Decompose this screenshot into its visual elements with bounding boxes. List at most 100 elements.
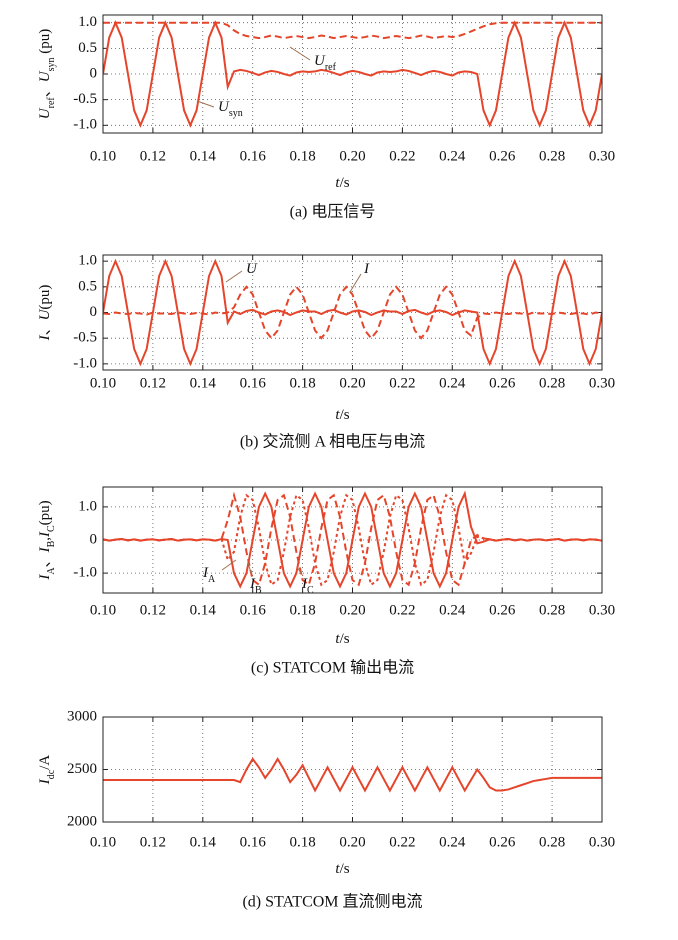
label-text: (pu) <box>37 285 53 310</box>
label-main: I <box>37 546 53 553</box>
x-tick-label: 0.16 <box>240 834 267 850</box>
x-tick-label: 0.12 <box>140 602 166 618</box>
label-sub: C <box>46 525 57 532</box>
x-tick-label: 0.10 <box>90 148 116 164</box>
x-tick-label: 0.28 <box>539 602 565 618</box>
x-tick-label: 0.14 <box>190 375 217 391</box>
leader-line <box>349 273 362 293</box>
label-sub: syn <box>229 108 243 119</box>
x-tick-label: 0.22 <box>389 834 415 850</box>
y-axis-label: IA、IB,IC(pu) <box>37 500 56 580</box>
y-tick-label: 2500 <box>67 761 97 777</box>
x-tick-label: 0.10 <box>90 602 116 618</box>
x-tick-label: 0.18 <box>289 375 315 391</box>
x-tick-label: 0.22 <box>389 602 415 618</box>
label-main: U <box>314 53 326 69</box>
leader-line <box>221 559 237 571</box>
y-axis-label: I、U(pu) <box>37 285 53 342</box>
label-main: I <box>37 574 53 581</box>
label-text: 、 <box>37 320 53 335</box>
x-tick-label: 0.18 <box>289 602 315 618</box>
y-tick-label: 0.5 <box>78 40 97 56</box>
x-tick-label: 0.28 <box>539 375 565 391</box>
x-tick-label: 0.10 <box>90 834 116 850</box>
x-tick-label: 0.20 <box>339 602 365 618</box>
series-line <box>103 20 602 128</box>
x-tick-label: 0.20 <box>339 148 365 164</box>
x-tick-label: 0.16 <box>240 602 267 618</box>
label-main: U <box>37 70 53 82</box>
series-label: IA <box>202 565 216 584</box>
x-tick-label: 0.12 <box>140 834 166 850</box>
label-main: I <box>37 334 53 341</box>
label-main: I <box>301 576 308 592</box>
series-label: IC <box>301 576 314 595</box>
label-main: t <box>335 861 340 877</box>
plot-frame <box>102 14 603 134</box>
label-text: 、 <box>37 82 53 97</box>
y-tick-label: 0 <box>90 531 98 547</box>
y-tick-label: 2000 <box>67 813 97 829</box>
y-tick-label: -1.0 <box>73 355 97 371</box>
chart-title: (b) 交流侧 A 相电压与电流 <box>240 433 425 451</box>
x-tick-label: 0.26 <box>489 602 516 618</box>
label-main: I <box>37 778 53 785</box>
x-tick-label: 0.30 <box>589 834 615 850</box>
label-main: I <box>249 576 256 592</box>
y-tick-label: 3000 <box>67 708 97 724</box>
label-text: , <box>37 537 53 541</box>
x-tick-label: 0.26 <box>489 148 516 164</box>
y-axis-label: Idc/A <box>37 755 56 786</box>
label-main: U <box>246 261 258 277</box>
leader-line <box>289 46 311 61</box>
label-sub: B <box>46 540 57 547</box>
chart-title: (a) 电压信号 <box>290 203 376 221</box>
leader-line <box>247 562 253 577</box>
series-label: IB <box>249 576 262 595</box>
label-text: /A <box>37 755 53 770</box>
series-line <box>103 258 602 367</box>
plot-frame <box>102 716 603 823</box>
y-axis-label: Uref、Usyn (pu) <box>37 29 56 119</box>
x-tick-label: 0.28 <box>539 834 565 850</box>
y-tick-label: 0.5 <box>78 278 97 294</box>
label-text: /s <box>340 175 350 191</box>
x-axis-label: t/s <box>335 407 349 423</box>
label-sub: ref <box>325 62 337 73</box>
y-tick-label: -0.5 <box>73 330 97 346</box>
series-line <box>103 493 602 587</box>
label-main: U <box>37 107 53 119</box>
x-axis-label: t/s <box>335 175 349 191</box>
y-tick-label: -1.0 <box>73 117 97 133</box>
y-tick-label: 1.0 <box>78 253 97 269</box>
label-sub: A <box>208 574 216 585</box>
label-text: /s <box>340 861 350 877</box>
plot-frame <box>102 254 603 371</box>
x-tick-label: 0.16 <box>240 375 267 391</box>
x-tick-label: 0.24 <box>439 148 466 164</box>
label-main: U <box>218 99 230 115</box>
x-tick-label: 0.14 <box>190 602 217 618</box>
x-tick-label: 0.20 <box>339 834 365 850</box>
label-sub: ref <box>46 97 57 109</box>
x-tick-label: 0.10 <box>90 375 116 391</box>
x-tick-label: 0.26 <box>489 834 516 850</box>
x-tick-label: 0.12 <box>140 148 166 164</box>
x-tick-label: 0.28 <box>539 148 565 164</box>
y-tick-label: 1.0 <box>78 498 97 514</box>
x-tick-label: 0.26 <box>489 375 516 391</box>
label-sub: C <box>307 585 314 596</box>
leader-line <box>225 270 243 283</box>
label-sub: A <box>46 567 57 575</box>
y-tick-label: -0.5 <box>73 91 97 107</box>
y-tick-label: 1.0 <box>78 14 97 30</box>
series-label: I <box>363 261 370 277</box>
series-label: U <box>246 261 258 277</box>
leader-line <box>196 100 215 108</box>
label-text: /s <box>340 407 350 423</box>
y-tick-label: 0 <box>90 304 98 320</box>
plot-frame <box>102 486 603 594</box>
label-text: 、 <box>37 552 53 567</box>
x-tick-label: 0.14 <box>190 148 217 164</box>
